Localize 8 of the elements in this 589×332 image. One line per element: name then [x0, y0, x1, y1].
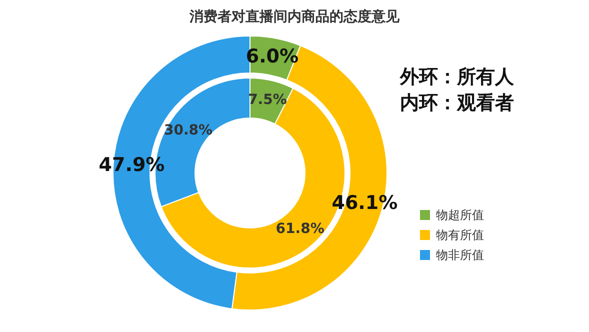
text: 外环：所有人: [400, 65, 514, 90]
data-label: 30.8%: [164, 122, 213, 138]
text: 内环：观看者: [400, 91, 514, 116]
data-label: 61.8%: [276, 220, 324, 237]
legend-label: 物有所值: [436, 226, 484, 244]
legend-label: 物超所值: [436, 206, 484, 224]
chart-title: 消费者对直播间内商品的态度意见: [188, 8, 400, 26]
legend-label: 物非所值: [436, 246, 484, 264]
